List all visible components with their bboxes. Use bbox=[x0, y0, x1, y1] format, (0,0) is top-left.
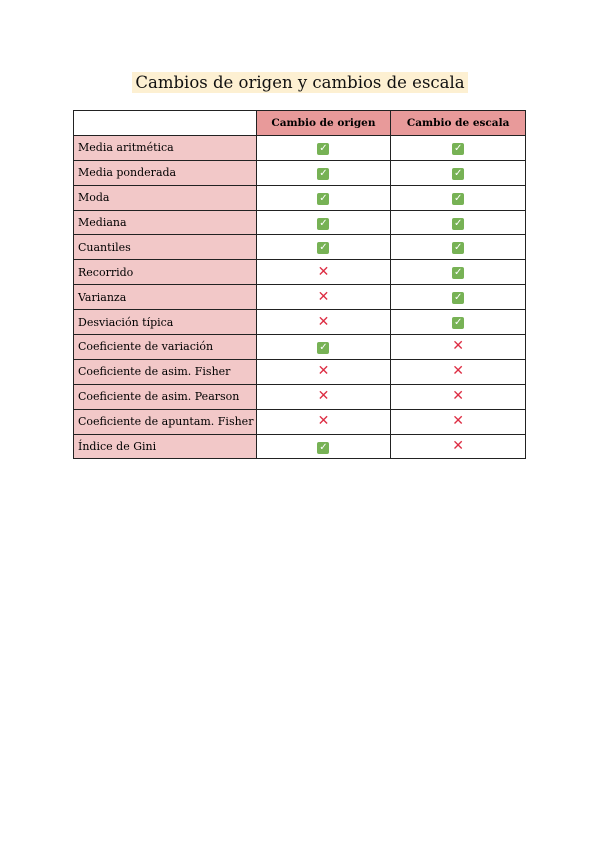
cell-origen: ✕ bbox=[255, 383, 392, 410]
check-mark-button-icon: ✓ bbox=[452, 317, 465, 330]
table-row: Media ponderada ✓ ✓ bbox=[73, 159, 526, 186]
cross-mark-icon: ✕ bbox=[317, 263, 330, 280]
cell-escala: ✓ bbox=[390, 159, 526, 186]
check-mark-button-icon: ✓ bbox=[317, 242, 330, 255]
cross-mark-icon: ✕ bbox=[452, 338, 464, 355]
cell-origen: ✓ bbox=[255, 209, 392, 236]
cell-origen: ✓ bbox=[255, 234, 392, 261]
cell-escala: ✓ bbox=[390, 309, 526, 336]
cell-origen: ✓ bbox=[255, 134, 392, 161]
check-mark-button-icon: ✓ bbox=[452, 192, 465, 205]
table-row: Coeficiente de asim. Fisher ✕ ✕ bbox=[73, 358, 526, 385]
check-mark-button-icon: ✓ bbox=[317, 192, 330, 205]
document-title: Cambios de origen y cambios de escala bbox=[0, 72, 600, 93]
header-cambio-origen: Cambio de origen bbox=[255, 110, 392, 136]
header-blank bbox=[73, 110, 257, 136]
check-mark-button-icon: ✓ bbox=[317, 341, 330, 354]
table-row: Moda ✓ ✓ bbox=[73, 184, 526, 211]
cell-origen: ✓ bbox=[255, 334, 392, 360]
cell-origen: ✕ bbox=[255, 284, 392, 311]
row-label: Media aritmética bbox=[73, 134, 257, 161]
cell-escala: ✓ bbox=[390, 234, 526, 261]
cell-escala: ✕ bbox=[390, 358, 526, 385]
check-mark-button-icon: ✓ bbox=[452, 167, 465, 180]
cell-escala: ✓ bbox=[390, 259, 526, 286]
cell-origen: ✕ bbox=[255, 309, 392, 336]
row-label: Coeficiente de variación bbox=[73, 334, 257, 360]
row-label: Varianza bbox=[73, 284, 257, 311]
cell-escala: ✓ bbox=[390, 284, 526, 311]
cell-escala: ✕ bbox=[390, 408, 526, 435]
cross-mark-icon: ✕ bbox=[317, 413, 330, 430]
row-label: Recorrido bbox=[73, 259, 257, 286]
cell-escala: ✕ bbox=[390, 334, 526, 360]
check-mark-button-icon: ✓ bbox=[452, 242, 465, 255]
cross-mark-icon: ✕ bbox=[317, 288, 330, 305]
check-mark-button-icon: ✓ bbox=[452, 217, 465, 230]
check-mark-button-icon: ✓ bbox=[317, 142, 330, 155]
cell-escala: ✓ bbox=[390, 134, 526, 161]
cell-escala: ✓ bbox=[390, 184, 526, 211]
cell-origen: ✓ bbox=[255, 184, 392, 211]
check-mark-button-icon: ✓ bbox=[452, 142, 465, 155]
cross-mark-icon: ✕ bbox=[452, 363, 464, 380]
cross-mark-icon: ✕ bbox=[317, 363, 330, 380]
cross-mark-icon: ✕ bbox=[452, 438, 464, 455]
row-label: Media ponderada bbox=[73, 159, 257, 186]
table-row: Coeficiente de apuntam. Fisher ✕ ✕ bbox=[73, 408, 526, 435]
row-label: Moda bbox=[73, 184, 257, 211]
check-mark-button-icon: ✓ bbox=[452, 292, 465, 305]
check-mark-button-icon: ✓ bbox=[452, 267, 465, 280]
table-row: Desviación típica ✕ ✓ bbox=[73, 309, 526, 336]
cross-mark-icon: ✕ bbox=[317, 313, 330, 330]
cell-escala: ✕ bbox=[390, 433, 526, 460]
cell-origen: ✕ bbox=[255, 358, 392, 385]
row-label: Coeficiente de asim. Pearson bbox=[73, 383, 257, 410]
header-row: Cambio de origen Cambio de escala bbox=[73, 110, 526, 136]
table-row: Índice de Gini ✓ ✕ bbox=[73, 433, 526, 460]
title-text: Cambios de origen y cambios de escala bbox=[132, 72, 468, 93]
comparison-table: Cambio de origen Cambio de escala Media … bbox=[73, 110, 526, 460]
table-row: Coeficiente de asim. Pearson ✕ ✕ bbox=[73, 383, 526, 410]
table-row: Coeficiente de variación ✓ ✕ bbox=[73, 334, 526, 360]
table-row: Media aritmética ✓ ✓ bbox=[73, 134, 526, 161]
row-label: Coeficiente de asim. Fisher bbox=[73, 358, 257, 385]
cell-origen: ✓ bbox=[255, 159, 392, 186]
row-label: Cuantiles bbox=[73, 234, 257, 261]
row-label: Desviación típica bbox=[73, 309, 257, 336]
table-row: Mediana ✓ ✓ bbox=[73, 209, 526, 236]
check-mark-button-icon: ✓ bbox=[317, 167, 330, 180]
cross-mark-icon: ✕ bbox=[452, 388, 464, 405]
check-mark-button-icon: ✓ bbox=[317, 441, 330, 454]
check-mark-button-icon: ✓ bbox=[317, 217, 330, 230]
cross-mark-icon: ✕ bbox=[452, 413, 464, 430]
cell-origen: ✕ bbox=[255, 408, 392, 435]
cell-origen: ✓ bbox=[255, 433, 392, 460]
row-label: Coeficiente de apuntam. Fisher bbox=[73, 408, 257, 435]
row-label: Índice de Gini bbox=[73, 433, 257, 460]
table-row: Cuantiles ✓ ✓ bbox=[73, 234, 526, 261]
cell-origen: ✕ bbox=[255, 259, 392, 286]
table-row: Varianza ✕ ✓ bbox=[73, 284, 526, 311]
table-row: Recorrido ✕ ✓ bbox=[73, 259, 526, 286]
cell-escala: ✓ bbox=[390, 209, 526, 236]
row-label: Mediana bbox=[73, 209, 257, 236]
header-cambio-escala: Cambio de escala bbox=[390, 110, 526, 136]
cross-mark-icon: ✕ bbox=[317, 388, 330, 405]
cell-escala: ✕ bbox=[390, 383, 526, 410]
